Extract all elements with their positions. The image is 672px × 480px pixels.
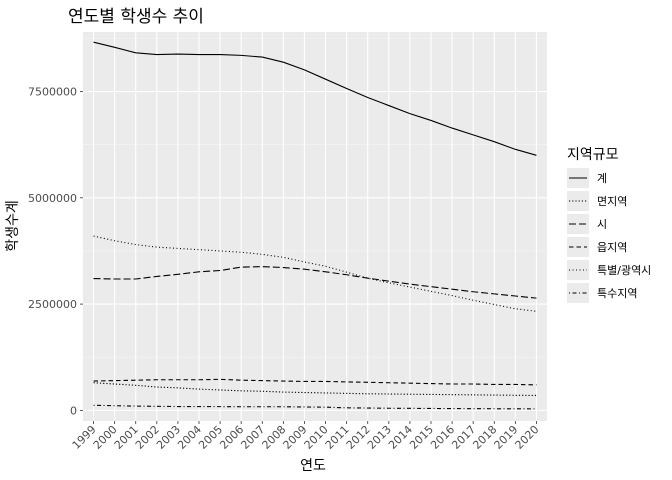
chart-title: 연도별 학생수 추이 xyxy=(68,7,204,27)
y-tick-label: 7500000 xyxy=(28,86,77,99)
series-line xyxy=(93,235,537,312)
y-tick-label: 2500000 xyxy=(28,298,77,311)
legend-key xyxy=(567,191,589,211)
major-gridlines xyxy=(83,32,547,421)
legend-label: 시 xyxy=(597,218,607,231)
y-tick-label: 0 xyxy=(70,404,77,417)
x-axis: 1999200020012002200320042005200620072008… xyxy=(70,421,542,452)
minor-gridlines xyxy=(83,38,547,358)
legend-key xyxy=(567,260,589,280)
x-axis-title: 연도 xyxy=(300,458,326,474)
legend-key xyxy=(567,214,589,234)
series-line xyxy=(93,378,537,386)
y-tick-label: 5000000 xyxy=(28,192,77,205)
legend-label: 읍지역 xyxy=(597,241,627,254)
series-lines xyxy=(93,41,537,410)
series-line xyxy=(93,266,537,299)
y-axis-title: 학생수계 xyxy=(5,200,21,252)
legend-title: 지역규모 xyxy=(567,147,619,163)
x-tick-label: 2020 xyxy=(513,423,542,452)
legend-label: 계 xyxy=(597,172,607,185)
legend-label: 면지역 xyxy=(597,195,627,208)
plot-panel xyxy=(83,32,547,421)
legend-label: 특수지역 xyxy=(597,287,637,300)
series-line xyxy=(93,382,537,397)
legend-key xyxy=(567,283,589,303)
series-line xyxy=(93,41,537,156)
legend-label: 특별/광역시 xyxy=(597,264,651,277)
y-axis: 0 2500000 5000000 7500000 xyxy=(28,86,83,417)
series-line xyxy=(93,404,537,410)
